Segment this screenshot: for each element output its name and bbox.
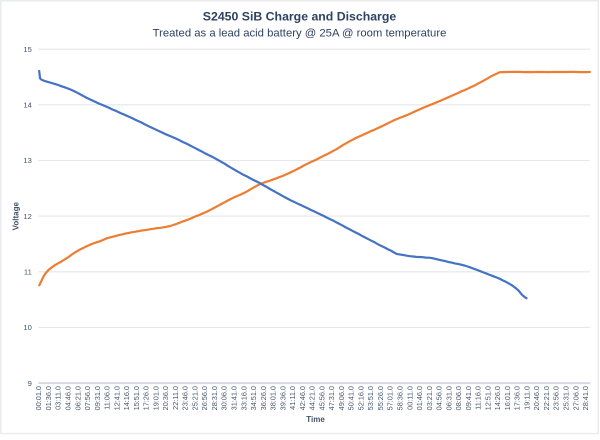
svg-text:Voltage: Voltage: [11, 202, 20, 231]
svg-text:15: 15: [23, 45, 31, 54]
svg-text:58:36.0: 58:36.0: [396, 386, 405, 410]
svg-text:22:21.0: 22:21.0: [542, 386, 551, 410]
svg-text:38:01.0: 38:01.0: [269, 386, 278, 410]
svg-text:31:41.0: 31:41.0: [230, 386, 239, 410]
svg-text:53:51.0: 53:51.0: [366, 386, 375, 410]
svg-text:25:21.0: 25:21.0: [190, 386, 199, 410]
svg-text:57:01.0: 57:01.0: [386, 386, 395, 410]
svg-text:14:26.0: 14:26.0: [493, 386, 502, 410]
svg-text:17:26.0: 17:26.0: [142, 386, 151, 410]
svg-text:08:06.0: 08:06.0: [454, 386, 463, 410]
svg-text:42:46.0: 42:46.0: [298, 386, 307, 410]
svg-text:14:16.0: 14:16.0: [122, 386, 131, 410]
svg-text:01:46.0: 01:46.0: [415, 386, 424, 410]
svg-text:09:31.0: 09:31.0: [93, 386, 102, 410]
svg-text:28:31.0: 28:31.0: [210, 386, 219, 410]
svg-text:27:06.0: 27:06.0: [571, 386, 580, 410]
svg-text:19:01.0: 19:01.0: [151, 386, 160, 410]
svg-text:55:26.0: 55:26.0: [376, 386, 385, 410]
svg-text:04:56.0: 04:56.0: [435, 386, 444, 410]
svg-text:14: 14: [23, 101, 31, 110]
svg-text:30:06.0: 30:06.0: [220, 386, 229, 410]
svg-text:26:56.0: 26:56.0: [200, 386, 209, 410]
svg-text:01:36.0: 01:36.0: [44, 386, 53, 410]
svg-text:S2450 SiB Charge and Discharge: S2450 SiB Charge and Discharge: [203, 10, 397, 24]
svg-text:39:36.0: 39:36.0: [278, 386, 287, 410]
svg-text:25:31.0: 25:31.0: [562, 386, 571, 410]
svg-text:00:01.0: 00:01.0: [34, 386, 43, 410]
svg-text:52:16.0: 52:16.0: [356, 386, 365, 410]
svg-text:03:21.0: 03:21.0: [425, 386, 434, 410]
svg-text:20:46.0: 20:46.0: [532, 386, 541, 410]
svg-text:49:06.0: 49:06.0: [337, 386, 346, 410]
svg-text:16:01.0: 16:01.0: [503, 386, 512, 410]
svg-text:06:31.0: 06:31.0: [444, 386, 453, 410]
svg-text:03:11.0: 03:11.0: [54, 386, 63, 410]
svg-text:11:06.0: 11:06.0: [103, 386, 112, 410]
svg-text:15:51.0: 15:51.0: [132, 386, 141, 410]
svg-text:36:26.0: 36:26.0: [259, 386, 268, 410]
svg-text:17:36.0: 17:36.0: [513, 386, 522, 410]
svg-text:11: 11: [24, 268, 32, 277]
svg-text:41:11.0: 41:11.0: [288, 386, 297, 410]
svg-text:12:51.0: 12:51.0: [483, 386, 492, 410]
svg-text:23:56.0: 23:56.0: [552, 386, 561, 410]
svg-text:Time: Time: [306, 415, 325, 424]
svg-text:11:16.0: 11:16.0: [474, 386, 483, 410]
svg-text:07:56.0: 07:56.0: [83, 386, 92, 410]
svg-text:50:41.0: 50:41.0: [347, 386, 356, 410]
svg-text:22:11.0: 22:11.0: [171, 386, 180, 410]
svg-text:12:41.0: 12:41.0: [112, 386, 121, 410]
svg-text:13: 13: [23, 156, 31, 165]
svg-text:45:56.0: 45:56.0: [317, 386, 326, 410]
svg-text:Treated as a lead acid battery: Treated as a lead acid battery @ 25A @ r…: [153, 28, 447, 40]
svg-text:44:21.0: 44:21.0: [308, 386, 317, 410]
svg-text:04:46.0: 04:46.0: [64, 386, 73, 410]
svg-text:23:46.0: 23:46.0: [181, 386, 190, 410]
svg-text:9: 9: [28, 379, 32, 388]
svg-text:33:16.0: 33:16.0: [239, 386, 248, 410]
svg-text:10: 10: [23, 323, 31, 332]
svg-text:09:41.0: 09:41.0: [464, 386, 473, 410]
svg-text:34:51.0: 34:51.0: [249, 386, 258, 410]
svg-text:47:31.0: 47:31.0: [327, 386, 336, 410]
svg-text:12: 12: [23, 212, 31, 221]
svg-text:06:21.0: 06:21.0: [73, 386, 82, 410]
svg-text:28:41.0: 28:41.0: [581, 386, 590, 410]
svg-text:20:36.0: 20:36.0: [161, 386, 170, 410]
svg-text:19:11.0: 19:11.0: [522, 386, 531, 410]
svg-text:00:11.0: 00:11.0: [405, 386, 414, 410]
